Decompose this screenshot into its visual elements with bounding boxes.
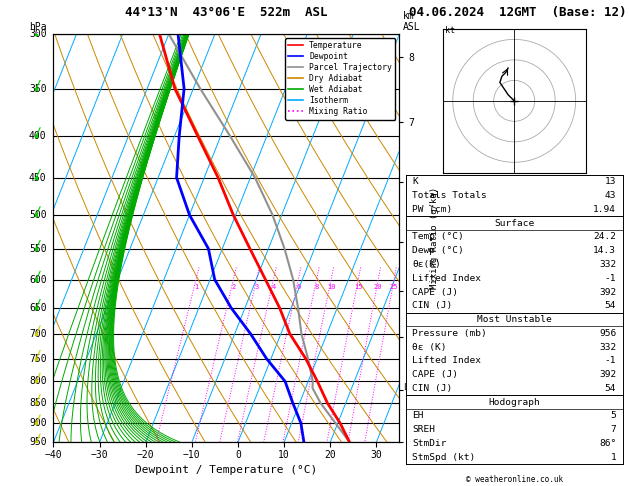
Text: km
ASL: km ASL: [403, 11, 420, 32]
Text: 4: 4: [271, 284, 276, 291]
Text: CIN (J): CIN (J): [412, 384, 452, 393]
Text: 600: 600: [29, 275, 47, 284]
Text: 900: 900: [29, 418, 47, 428]
Text: Lifted Index: Lifted Index: [412, 274, 481, 283]
Text: EH: EH: [412, 412, 424, 420]
Text: 800: 800: [29, 376, 47, 386]
Text: SREH: SREH: [412, 425, 435, 434]
Text: 1: 1: [611, 453, 616, 462]
Text: © weatheronline.co.uk: © weatheronline.co.uk: [465, 474, 563, 484]
Text: -1: -1: [604, 274, 616, 283]
Text: 5: 5: [611, 412, 616, 420]
Text: PW (cm): PW (cm): [412, 205, 452, 214]
Text: 54: 54: [604, 384, 616, 393]
Text: 332: 332: [599, 260, 616, 269]
Text: Hodograph: Hodograph: [488, 398, 540, 407]
Text: 20: 20: [374, 284, 382, 291]
Text: hPa: hPa: [30, 21, 47, 32]
Text: 1: 1: [194, 284, 198, 291]
Text: Most Unstable: Most Unstable: [477, 315, 552, 324]
Text: 2: 2: [231, 284, 235, 291]
Text: Totals Totals: Totals Totals: [412, 191, 487, 200]
Text: 392: 392: [599, 370, 616, 379]
Text: 6: 6: [296, 284, 301, 291]
Text: 850: 850: [29, 398, 47, 408]
Text: 25: 25: [390, 284, 398, 291]
Text: 392: 392: [599, 288, 616, 296]
Text: CIN (J): CIN (J): [412, 301, 452, 310]
Text: 8: 8: [314, 284, 319, 291]
Text: 300: 300: [29, 29, 47, 39]
Text: 14.3: 14.3: [593, 246, 616, 255]
Text: CAPE (J): CAPE (J): [412, 370, 458, 379]
Text: kt: kt: [445, 26, 455, 35]
Text: LCL: LCL: [403, 383, 418, 393]
Text: 24.2: 24.2: [593, 232, 616, 242]
Text: 750: 750: [29, 353, 47, 364]
Text: 700: 700: [29, 329, 47, 339]
Text: 450: 450: [29, 173, 47, 183]
Text: 650: 650: [29, 303, 47, 313]
Text: Mixing Ratio (g/kg): Mixing Ratio (g/kg): [430, 187, 438, 289]
Text: 1.94: 1.94: [593, 205, 616, 214]
Text: 10: 10: [327, 284, 335, 291]
Text: 43: 43: [604, 191, 616, 200]
Text: K: K: [412, 177, 418, 186]
Text: CAPE (J): CAPE (J): [412, 288, 458, 296]
Text: 86°: 86°: [599, 439, 616, 448]
Text: Surface: Surface: [494, 219, 534, 227]
Text: 13: 13: [604, 177, 616, 186]
Text: 956: 956: [599, 329, 616, 338]
Text: 400: 400: [29, 131, 47, 141]
Text: θε(K): θε(K): [412, 260, 441, 269]
Text: StmSpd (kt): StmSpd (kt): [412, 453, 476, 462]
Text: Dewp (°C): Dewp (°C): [412, 246, 464, 255]
Text: 04.06.2024  12GMT  (Base: 12): 04.06.2024 12GMT (Base: 12): [409, 6, 626, 19]
Text: 332: 332: [599, 343, 616, 351]
Text: 7: 7: [611, 425, 616, 434]
Text: 44°13'N  43°06'E  522m  ASL: 44°13'N 43°06'E 522m ASL: [125, 6, 328, 19]
Text: 500: 500: [29, 210, 47, 220]
Legend: Temperature, Dewpoint, Parcel Trajectory, Dry Adiabat, Wet Adiabat, Isotherm, Mi: Temperature, Dewpoint, Parcel Trajectory…: [285, 38, 396, 120]
Text: 3: 3: [254, 284, 259, 291]
Text: θε (K): θε (K): [412, 343, 447, 351]
Text: Lifted Index: Lifted Index: [412, 356, 481, 365]
Text: 550: 550: [29, 243, 47, 254]
X-axis label: Dewpoint / Temperature (°C): Dewpoint / Temperature (°C): [135, 466, 318, 475]
Text: Temp (°C): Temp (°C): [412, 232, 464, 242]
Text: Pressure (mb): Pressure (mb): [412, 329, 487, 338]
Text: StmDir: StmDir: [412, 439, 447, 448]
Text: 54: 54: [604, 301, 616, 310]
Text: 350: 350: [29, 84, 47, 94]
Text: 950: 950: [29, 437, 47, 447]
Text: -1: -1: [604, 356, 616, 365]
Text: 15: 15: [354, 284, 362, 291]
